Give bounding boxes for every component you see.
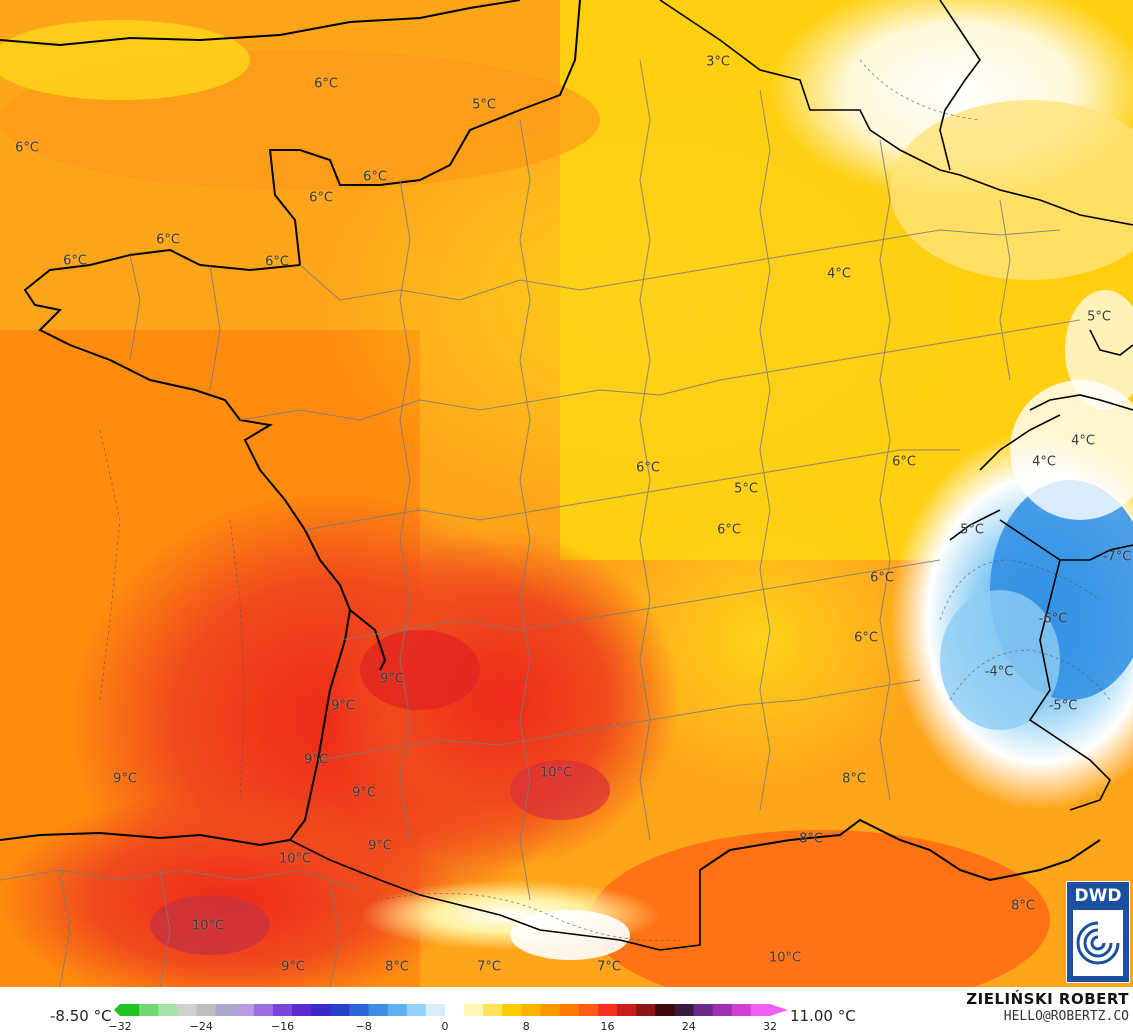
- legend-max-label: 11.00 °C: [790, 1007, 856, 1025]
- temperature-label: 9°C: [368, 838, 392, 854]
- temperature-map[interactable]: 6°C 5°C 3°C 6°C 6°C 6°C 6°C 6°C 6°C 4°C 5°C 4°C 4°C 6…: [0, 0, 1133, 987]
- temperature-label: 9°C: [304, 752, 328, 768]
- temperature-label: 4°C: [1032, 454, 1056, 470]
- legend-color-swatch: [292, 1004, 312, 1016]
- temperature-label: 9°C: [331, 698, 355, 714]
- legend-min-arrow: [114, 1004, 120, 1016]
- temperature-label: 8°C: [842, 771, 866, 787]
- temperature-label: 5°C: [734, 481, 758, 497]
- legend-color-swatch: [139, 1004, 159, 1016]
- legend-color-swatch: [597, 1004, 618, 1016]
- temperature-label: 5°C: [960, 522, 984, 538]
- legend-color-swatch: [311, 1004, 331, 1016]
- credit-author: ZIELIŃSKI ROBERT: [966, 990, 1129, 1008]
- legend-color-swatch: [253, 1004, 274, 1016]
- legend-tick-label: 32: [763, 1020, 777, 1033]
- temperature-label: 6°C: [63, 253, 87, 269]
- legend-color-swatch: [234, 1004, 255, 1016]
- legend-color-swatch: [215, 1004, 236, 1016]
- temperature-label: 9°C: [380, 671, 404, 687]
- temperature-label: 6°C: [15, 140, 39, 156]
- temperature-label: 6°C: [717, 522, 741, 538]
- legend-color-swatch: [636, 1004, 656, 1016]
- legend-color-swatch: [731, 1004, 752, 1016]
- temperature-label: 6°C: [363, 169, 387, 185]
- legend-color-swatch: [521, 1004, 542, 1016]
- temperature-label: 10°C: [278, 851, 312, 867]
- legend-tick-label: −24: [189, 1020, 213, 1033]
- temperature-label: 3°C: [706, 54, 730, 70]
- legend-max-arrow: [770, 1004, 788, 1016]
- legend-color-swatch: [617, 1004, 637, 1016]
- legend-color-swatch: [368, 1004, 389, 1016]
- legend-tick-label: 16: [600, 1020, 615, 1033]
- legend-color-swatch: [674, 1004, 695, 1016]
- legend-tick-label: 8: [522, 1020, 530, 1033]
- legend-color-swatch: [177, 1004, 197, 1016]
- legend-color-swatch: [464, 1004, 484, 1016]
- temperature-label: -5°C: [1048, 698, 1078, 714]
- dwd-logo-text: DWD: [1074, 886, 1122, 906]
- color-legend: -8.50 °C −32 −24 −16 −8 0 8 16 24 32 11.00 °C ZI…: [0, 987, 1133, 1035]
- temperature-label: 10°C: [768, 950, 802, 966]
- credit-email: HELLO@ROBERTZ.CO: [1003, 1009, 1129, 1024]
- temperature-label: 10°C: [191, 918, 225, 934]
- temperature-label: 6°C: [265, 254, 289, 270]
- legend-color-swatch: [349, 1004, 370, 1016]
- legend-color-swatch: [578, 1004, 599, 1016]
- temperature-label: 9°C: [113, 771, 137, 787]
- legend-color-swatch: [158, 1004, 178, 1016]
- legend-tick-label: −32: [108, 1020, 132, 1033]
- legend-color-swatch: [120, 1004, 140, 1016]
- temperature-label: 9°C: [352, 785, 376, 801]
- legend-color-swatch: [330, 1004, 350, 1016]
- legend-tick-label: 0: [441, 1020, 449, 1033]
- temperature-label: 9°C: [281, 959, 305, 975]
- temperature-label: 6°C: [854, 630, 878, 646]
- temperature-label: 8°C: [799, 831, 823, 847]
- map-canvas: [0, 0, 1133, 987]
- temperature-label: 8°C: [385, 959, 409, 975]
- legend-color-swatch: [406, 1004, 427, 1016]
- temperature-label: 6°C: [314, 76, 338, 92]
- legend-color-swatch: [483, 1004, 503, 1016]
- legend-color-swatch: [196, 1004, 217, 1016]
- legend-color-swatch: [387, 1004, 408, 1016]
- legend-color-swatch: [502, 1004, 522, 1016]
- legend-color-swatch: [655, 1004, 675, 1016]
- legend-color-swatch: [712, 1004, 733, 1016]
- temperature-label: 7°C: [597, 959, 621, 975]
- legend-tick-label: −8: [355, 1020, 372, 1033]
- dwd-logo: DWD: [1066, 881, 1130, 983]
- legend-color-swatch: [540, 1004, 561, 1016]
- temperature-label: -6°C: [1038, 611, 1068, 627]
- legend-tick-label: 24: [681, 1020, 696, 1033]
- temperature-label: 7°C: [477, 959, 501, 975]
- temperature-label: 6°C: [636, 460, 660, 476]
- legend-color-swatch: [272, 1004, 293, 1016]
- temperature-label: 6°C: [156, 232, 180, 248]
- temperature-label: 8°C: [1011, 898, 1035, 914]
- temperature-label: 10°C: [539, 765, 573, 781]
- temperature-label: 4°C: [827, 266, 851, 282]
- legend-color-swatch: [425, 1004, 446, 1016]
- legend-color-swatch: [750, 1004, 771, 1016]
- dwd-swirl-icon: [1073, 910, 1123, 976]
- temperature-label: 4°C: [1071, 433, 1095, 449]
- temperature-label: -7°C: [1102, 549, 1132, 565]
- temperature-label: 6°C: [892, 454, 916, 470]
- temperature-label: 6°C: [309, 190, 333, 206]
- legend-min-label: -8.50 °C: [50, 1007, 112, 1025]
- legend-color-swatch: [559, 1004, 580, 1016]
- temperature-label: -4°C: [984, 664, 1014, 680]
- temperature-label: 6°C: [870, 570, 894, 586]
- legend-color-swatch: [693, 1004, 714, 1016]
- legend-color-bar: [114, 1004, 788, 1016]
- temperature-label: 5°C: [1087, 309, 1111, 325]
- temperature-label: 5°C: [472, 97, 496, 113]
- legend-tick-label: −16: [270, 1020, 295, 1033]
- legend-color-swatch: [445, 1004, 465, 1016]
